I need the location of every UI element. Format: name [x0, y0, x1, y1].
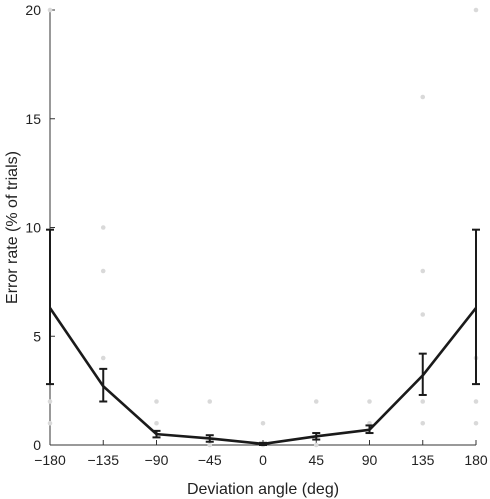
y-ticks: 0 5 10 15 20	[25, 2, 55, 453]
x-tick-label: 45	[308, 452, 324, 468]
individual-point	[154, 420, 159, 426]
error-bar	[418, 352, 427, 396]
individual-point	[47, 420, 53, 426]
individual-point	[473, 420, 479, 426]
y-axis-label: Error rate (% of trials)	[4, 151, 21, 304]
y-tick-label: 20	[25, 2, 41, 18]
individual-point	[367, 420, 372, 426]
x-axis-label: Deviation angle (deg)	[187, 481, 339, 498]
y-tick-label: 15	[25, 111, 41, 127]
x-tick-label: 180	[464, 452, 488, 468]
individual-points	[47, 7, 479, 448]
individual-point	[100, 225, 106, 230]
x-tick-label: 0	[259, 452, 267, 468]
series-group	[46, 228, 480, 446]
individual-point	[420, 268, 426, 274]
axes	[49, 10, 476, 446]
error-bar	[259, 441, 267, 446]
error-bar	[312, 432, 321, 441]
individual-point	[420, 420, 426, 426]
individual-point	[260, 420, 266, 426]
individual-point	[154, 399, 159, 404]
individual-point	[47, 7, 53, 13]
x-tick-label: −180	[34, 452, 66, 468]
individual-point	[100, 355, 106, 361]
individual-point	[47, 399, 53, 404]
x-tick-label: −90	[145, 452, 169, 468]
error-bar	[365, 424, 374, 435]
y-tick-label: 0	[33, 437, 41, 453]
x-tick-label: −135	[87, 452, 119, 468]
error-bar	[152, 429, 161, 439]
x-tick-label: 90	[362, 452, 378, 468]
individual-point	[207, 399, 213, 404]
individual-point	[367, 399, 372, 404]
error-bar	[46, 228, 54, 386]
error-bar	[99, 367, 108, 403]
individual-point	[207, 442, 213, 448]
individual-point	[100, 268, 106, 274]
y-tick-label: 5	[33, 328, 41, 344]
error-bar	[205, 434, 214, 443]
individual-point	[473, 7, 479, 13]
y-tick-label: 10	[25, 220, 41, 236]
individual-point	[420, 399, 426, 404]
x-tick-label: 135	[411, 452, 435, 468]
x-tick-label: −45	[198, 452, 222, 468]
x-ticks: −180 −135 −90 −45 0 45 90 135 180	[34, 440, 488, 468]
individual-point	[473, 399, 479, 404]
individual-point	[420, 94, 426, 100]
individual-point	[313, 399, 319, 404]
error-bar	[472, 228, 480, 386]
individual-point	[420, 312, 426, 317]
individual-point	[313, 442, 319, 448]
